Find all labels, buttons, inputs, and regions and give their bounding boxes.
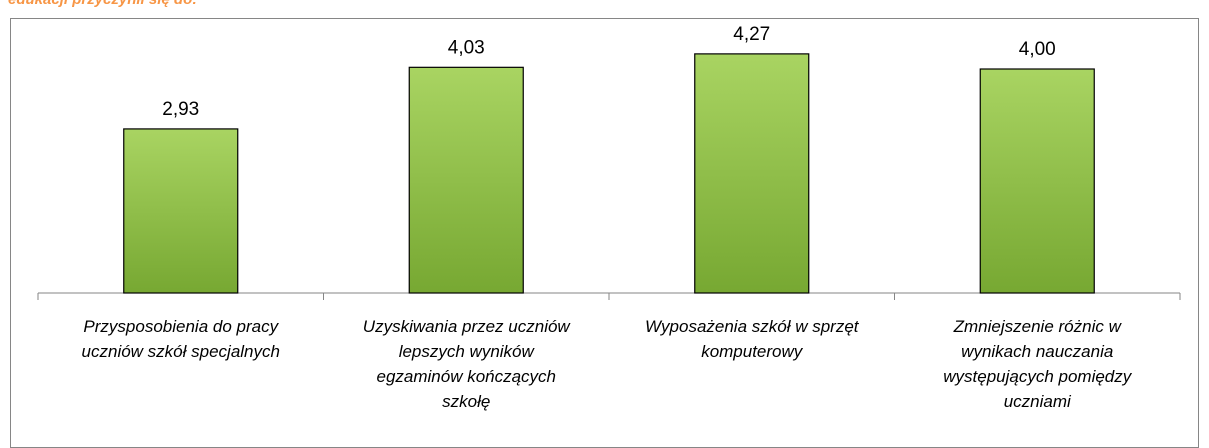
value-label: 2,93: [162, 99, 199, 120]
chart-title: edukacji przyczynił się do:: [8, 0, 197, 8]
page: {"chart_data": {"type": "bar", "title": …: [8, 0, 1199, 448]
bar: [123, 128, 239, 294]
value-label: 4,03: [448, 37, 485, 58]
x-tick-label: Zmniejszenie różnic w wynikach nauczania…: [943, 317, 1132, 411]
x-tick-label: Uzyskiwania przez uczniów lepszych wynik…: [362, 317, 570, 411]
bar: [979, 68, 1095, 294]
bar: [408, 66, 524, 294]
value-label: 4,27: [733, 24, 770, 45]
x-tick-label: Przysposobienia do pracy uczniów szkół s…: [81, 317, 280, 361]
chart: 2,93 4,03 4,27 4,00: [37, 24, 1181, 300]
bar: [694, 53, 810, 294]
value-label: 4,00: [1019, 39, 1056, 60]
x-tick-label: Wyposażenia szkół w sprzęt komputerowy: [644, 317, 859, 361]
